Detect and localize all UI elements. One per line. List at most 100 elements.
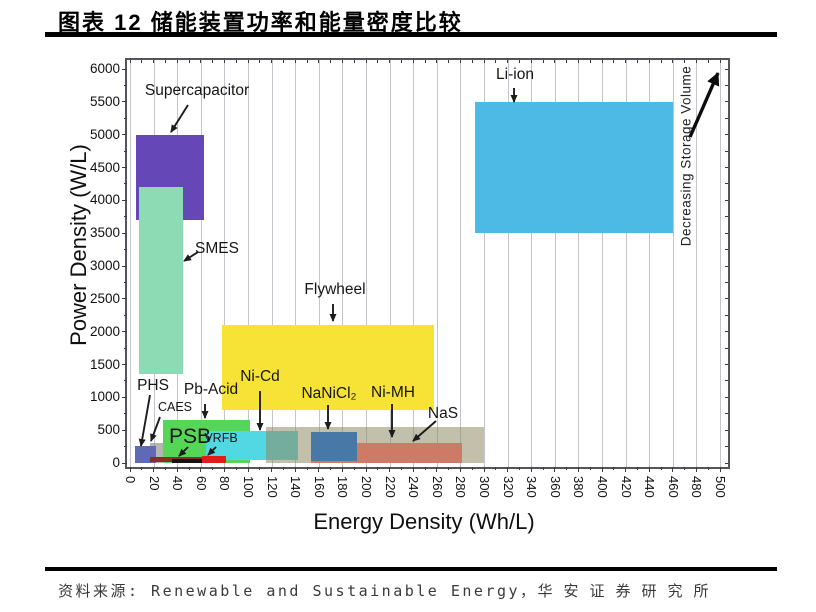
x-tick [707, 467, 709, 470]
grid-line-vertical [389, 60, 391, 467]
x-tick [495, 467, 497, 470]
y-tick [124, 249, 127, 251]
x-tick-inner [282, 60, 284, 63]
y-tick-inner [725, 364, 728, 365]
annotation-label-vrfb: VRFB [204, 431, 238, 445]
grid-line-vertical [696, 60, 698, 467]
x-tick-label: 60 [193, 476, 209, 491]
y-tick-label: 3000 [89, 258, 120, 273]
x-tick-inner [164, 60, 166, 63]
y-tick-label: 500 [97, 422, 120, 438]
y-tick [124, 84, 127, 86]
y-tick [122, 396, 127, 398]
x-tick-inner [389, 60, 391, 63]
x-tick-inner [294, 60, 296, 63]
x-tick-inner [424, 60, 426, 63]
x-tick-inner [684, 60, 686, 63]
x-tick-label: 0 [123, 476, 138, 484]
y-tick-inner [725, 298, 728, 300]
x-tick-inner [129, 60, 131, 63]
annotation-label-ni-mh: Ni-MH [371, 384, 415, 401]
y-tick-inner [725, 331, 728, 333]
grid-line-horizontal [127, 299, 728, 300]
annotation-label-phs: PHS [137, 377, 169, 394]
x-tick [625, 467, 627, 472]
x-tick-inner [660, 60, 662, 63]
x-tick-inner [577, 60, 579, 63]
y-tick [122, 265, 127, 267]
x-tick-inner [377, 60, 379, 63]
x-tick-inner [672, 60, 674, 63]
title-rule [45, 32, 777, 37]
x-tick-inner [719, 60, 721, 63]
grid-line-vertical [342, 60, 344, 467]
x-tick-label: 40 [170, 476, 186, 491]
y-tick [122, 429, 127, 431]
x-tick-label: 460 [665, 476, 681, 498]
x-tick-inner [223, 60, 225, 63]
grid-line-horizontal [127, 266, 728, 267]
annotation-label-supercapacitor: Supercapacitor [144, 82, 250, 99]
x-tick [330, 467, 332, 470]
x-tick [247, 467, 249, 472]
region-vrfb [201, 456, 226, 463]
x-tick [341, 467, 343, 472]
y-tick [122, 68, 127, 70]
x-tick-label: 100 [241, 476, 256, 498]
y-tick-label: 1500 [89, 356, 120, 372]
y-tick [122, 134, 127, 136]
x-tick [601, 467, 603, 472]
x-tick [259, 467, 261, 470]
x-tick-label: 360 [547, 476, 563, 498]
region-flywheel [222, 325, 435, 411]
x-tick-inner [141, 60, 143, 63]
x-tick-inner [554, 60, 556, 63]
grid-line-vertical [318, 60, 320, 467]
x-tick-inner [341, 60, 343, 63]
x-tick-label: 220 [382, 476, 398, 498]
x-tick-inner [613, 60, 615, 63]
x-tick-label: 240 [406, 476, 422, 498]
x-tick-inner [235, 60, 237, 63]
x-tick-inner [636, 60, 638, 63]
y-tick-label: 3500 [89, 225, 120, 241]
x-tick [695, 467, 697, 472]
x-tick-inner [153, 60, 155, 63]
x-tick [672, 467, 674, 472]
region-smes [139, 187, 184, 375]
y-tick-inner [725, 232, 728, 234]
x-tick [554, 467, 556, 472]
x-tick-label: 260 [429, 476, 445, 498]
x-tick-label: 80 [217, 476, 233, 491]
source-note-org: 华安证券研究所 [537, 582, 720, 600]
y-tick [124, 446, 127, 448]
y-tick [124, 216, 127, 218]
y-tick [124, 380, 127, 382]
x-tick [389, 467, 391, 472]
x-tick-label: 380 [571, 476, 587, 498]
x-tick [648, 467, 650, 472]
source-note: 资料来源: Renewable and Sustainable Energy，华… [58, 580, 720, 601]
x-tick [412, 467, 414, 472]
y-tick [124, 281, 127, 283]
x-tick [542, 467, 544, 470]
y-tick [122, 331, 127, 333]
x-tick-inner [400, 60, 402, 63]
grid-line-vertical [248, 60, 249, 467]
x-tick [636, 467, 638, 470]
x-tick-label: 140 [288, 476, 304, 498]
x-tick-label: 160 [311, 476, 327, 498]
x-tick-label: 420 [618, 476, 634, 498]
region-li-ion [474, 101, 673, 234]
annotation-label-li-ion: Li-ion [496, 66, 534, 83]
y-tick-inner [725, 265, 728, 267]
x-tick-inner [695, 60, 697, 63]
y-tick-label: 4000 [89, 192, 120, 208]
grid-line-vertical [602, 60, 603, 467]
x-tick-label: 300 [477, 476, 492, 498]
y-tick-inner [725, 216, 728, 218]
x-tick [271, 467, 273, 472]
x-tick [613, 467, 615, 470]
y-tick-inner [725, 429, 728, 431]
annotation-label-pb-acid: Pb-Acid [183, 381, 239, 398]
